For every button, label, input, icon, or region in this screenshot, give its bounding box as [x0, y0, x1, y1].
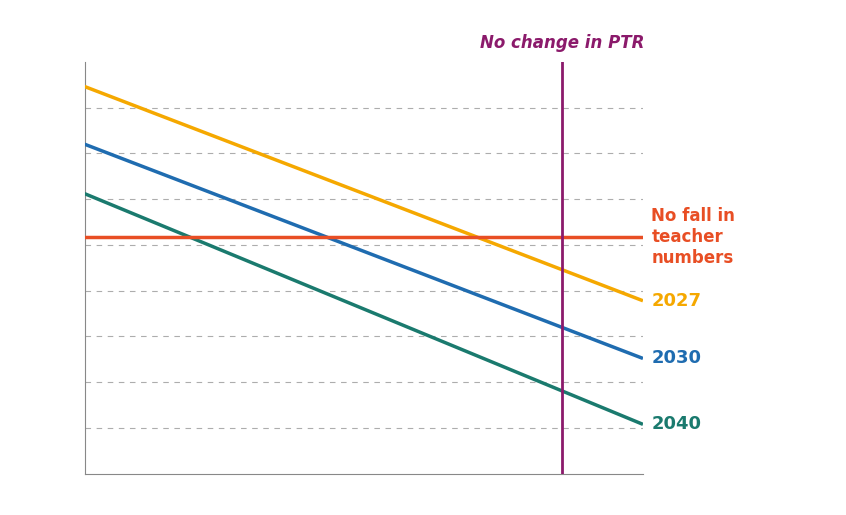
Text: No fall in
teacher
numbers: No fall in teacher numbers	[651, 207, 735, 267]
Text: 2030: 2030	[651, 350, 701, 367]
Text: 2027: 2027	[651, 292, 701, 310]
Text: No change in PTR: No change in PTR	[480, 33, 644, 52]
Text: 2040: 2040	[651, 416, 701, 433]
